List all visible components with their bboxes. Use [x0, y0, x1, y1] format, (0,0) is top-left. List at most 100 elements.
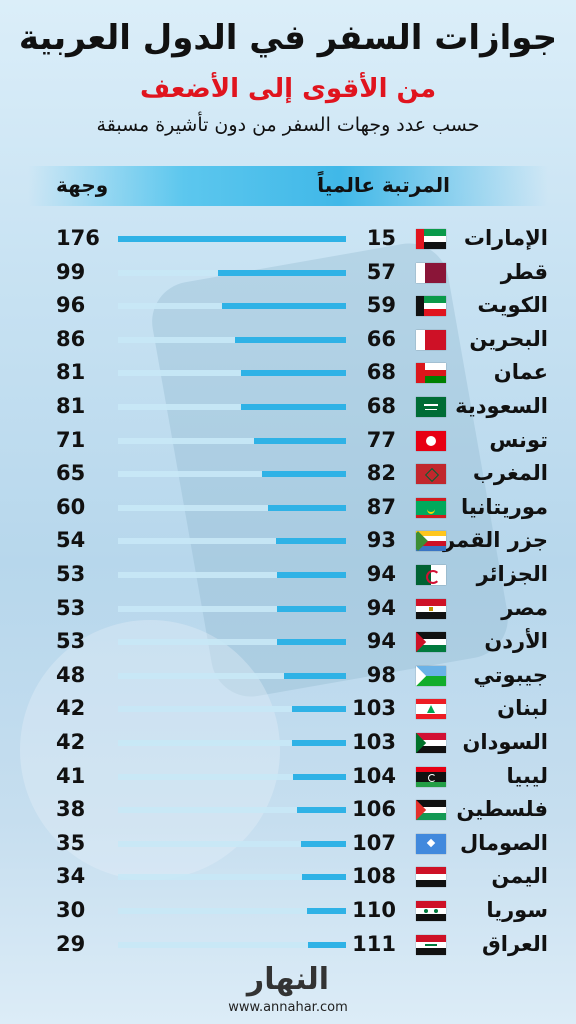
- yemen-flag: [416, 867, 446, 888]
- country-label: قطر: [500, 259, 548, 284]
- country-label: جيبوتي: [473, 662, 548, 687]
- chart-row: لبنان 103 42: [0, 694, 576, 726]
- destinations-value: 53: [56, 595, 86, 620]
- country-label: لبنان: [497, 696, 548, 721]
- destinations-value: 53: [56, 562, 86, 586]
- bar: [241, 404, 346, 410]
- bar: [291, 740, 346, 746]
- kuwait-flag: [416, 296, 446, 317]
- oman-flag: [416, 363, 446, 384]
- destinations-value: 30: [56, 898, 86, 922]
- world-rank-label: 110: [352, 898, 396, 922]
- bar: [221, 303, 346, 310]
- bar: [301, 874, 346, 881]
- background-hand-shape: [20, 620, 280, 880]
- world-rank-label: 57: [366, 259, 396, 284]
- bar-track: [118, 706, 346, 713]
- bar-track: [118, 336, 346, 343]
- destinations-value: 54: [56, 528, 86, 553]
- destinations-value: 42: [56, 696, 86, 721]
- bar-track: [118, 303, 346, 310]
- brand-logo: النهار: [0, 962, 576, 997]
- country-label: البحرين: [469, 326, 548, 351]
- bar-track: [118, 908, 346, 914]
- bar-track: [118, 639, 346, 646]
- bar-track: [118, 471, 346, 478]
- egypt-flag: [416, 598, 446, 619]
- bar-track: [118, 404, 346, 410]
- country-label: اليمن: [491, 864, 548, 889]
- bar: [283, 672, 346, 679]
- country-label: تونس: [489, 427, 548, 452]
- bar-track: [118, 840, 346, 847]
- algeria-flag: [416, 565, 446, 585]
- qatar-flag: [416, 262, 446, 283]
- world-rank-label: 77: [366, 427, 396, 452]
- chart-row: اليمن 108 34: [0, 862, 576, 894]
- page-title: جوازات السفر في الدول العربية: [18, 18, 558, 58]
- chart-row: البحرين 66 86: [0, 325, 576, 357]
- chart-row: قطر 57 99: [0, 258, 576, 290]
- chart-row: الإمارات 15 176: [0, 224, 576, 256]
- destinations-value: 29: [56, 931, 86, 956]
- chart-row: فلسطين 106 38: [0, 795, 576, 827]
- bar-track: [118, 572, 346, 578]
- world-rank-label: 87: [366, 494, 396, 519]
- destinations-value: 42: [56, 730, 86, 754]
- bar: [118, 236, 346, 242]
- destinations-value: 53: [56, 629, 86, 654]
- world-rank-label: 68: [366, 394, 396, 418]
- world-rank-label: 104: [352, 763, 396, 788]
- world-rank-label: 94: [366, 595, 396, 620]
- world-rank-label: 66: [366, 326, 396, 351]
- bar: [308, 941, 346, 948]
- bar-track: [118, 740, 346, 746]
- destinations-value: 34: [56, 864, 86, 889]
- bar: [292, 773, 346, 780]
- destinations-value: 65: [56, 461, 86, 486]
- world-rank-label: 108: [352, 864, 396, 889]
- bar: [277, 639, 346, 646]
- header-bar: [28, 166, 548, 206]
- chart-row: الأردن 94 53: [0, 627, 576, 659]
- bar-track: [118, 773, 346, 780]
- palestine-flag: [416, 800, 446, 821]
- sudan-flag: [416, 733, 446, 753]
- chart-row: جزر القمر 93 54: [0, 526, 576, 558]
- chart-row: العراق 111 29: [0, 930, 576, 962]
- country-label: ليبيا: [506, 763, 549, 788]
- bar-track: [118, 605, 346, 612]
- destinations-value: 60: [56, 494, 86, 519]
- bar: [307, 908, 346, 914]
- country-label: الإمارات: [463, 226, 548, 250]
- chart-row: الجزائر 94 53: [0, 560, 576, 592]
- country-label: السودان: [462, 730, 548, 754]
- country-label: موريتانيا: [461, 494, 548, 519]
- bar-track: [118, 269, 346, 276]
- chart-row: عمان 68 81: [0, 358, 576, 390]
- bar-track: [118, 437, 346, 444]
- destinations-value: 38: [56, 797, 86, 822]
- bar-track: [118, 672, 346, 679]
- mauritania-flag: [416, 497, 446, 518]
- country-label: العراق: [482, 931, 548, 956]
- country-label: الصومال: [459, 830, 548, 855]
- morocco-flag: [416, 464, 446, 485]
- bar-track: [118, 874, 346, 881]
- world-rank-label: 82: [366, 461, 396, 486]
- brand-url: www.annahar.com: [228, 1000, 348, 1015]
- uae-flag: [416, 229, 446, 249]
- tunisia-flag: [416, 430, 446, 451]
- destinations-value: 71: [56, 427, 86, 452]
- bar: [217, 269, 346, 276]
- chart-row: سوريا 110 30: [0, 896, 576, 928]
- bar-track: [118, 236, 346, 242]
- country-label: سوريا: [486, 898, 548, 922]
- brand-name: النهار: [246, 962, 330, 997]
- bar: [254, 437, 346, 444]
- bar: [268, 504, 346, 511]
- syria-flag: [416, 901, 446, 921]
- world-rank-label: 93: [366, 528, 396, 553]
- bar-track: [118, 807, 346, 814]
- libya-flag: [416, 766, 446, 787]
